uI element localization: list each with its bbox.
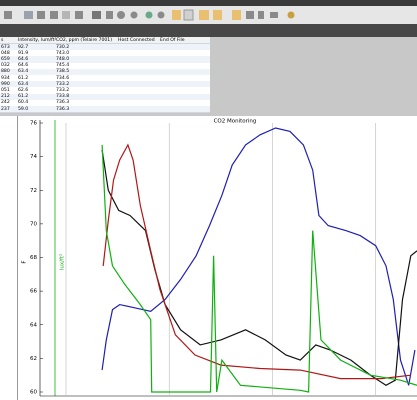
table-cell: 673: [1, 44, 10, 50]
side-panel: [0, 116, 18, 400]
y-tick-label: 62: [30, 356, 37, 362]
table-cell: 743.0: [56, 50, 70, 56]
table-cell: 64.6: [18, 63, 29, 69]
table-cell: 659: [1, 56, 10, 62]
toolbar: [0, 6, 417, 25]
icon[interactable]: [145, 11, 153, 19]
icon[interactable]: [213, 10, 222, 20]
table-cell: 748.0: [56, 56, 70, 62]
table-cell: 730.2: [56, 44, 70, 50]
data-line: [102, 143, 411, 380]
table-cell: 61.2: [18, 75, 29, 81]
table-cell: 212: [1, 94, 10, 100]
table-cell: 63.4: [18, 81, 29, 87]
table-cell: 60.4: [18, 100, 29, 106]
chart-background: [18, 116, 417, 400]
table-cell: 62.6: [18, 87, 29, 93]
tab-strip: [0, 24, 417, 37]
y-tick-label: 74: [30, 154, 37, 160]
icon[interactable]: [199, 10, 209, 20]
icon[interactable]: [4, 11, 12, 19]
icon[interactable]: [37, 11, 45, 19]
table-cell: 733.8: [56, 94, 70, 100]
icon[interactable]: [183, 9, 194, 21]
table-cell: 051: [1, 87, 10, 93]
table-cell: 032: [1, 63, 10, 69]
icon[interactable]: [62, 11, 70, 19]
column-header: Intensity, lum/ft²: [18, 37, 57, 43]
icon[interactable]: [258, 11, 264, 19]
column-header: End Of File: [160, 37, 185, 43]
table-cell: 990: [1, 81, 10, 87]
table-cell: 880: [1, 69, 10, 75]
table-cell: 934: [1, 75, 10, 81]
table-cell: 736.3: [56, 100, 70, 106]
y-tick-label: 64: [30, 322, 37, 328]
chart-title: CO2 Monitoring: [214, 119, 257, 125]
table-cell: 237: [1, 106, 10, 112]
icon[interactable]: [246, 11, 254, 19]
table-cell: 91.9: [18, 50, 29, 56]
data-line: [101, 144, 417, 393]
icon[interactable]: [232, 10, 241, 20]
table-cell: 63.4: [18, 69, 29, 75]
y-tick-label: 72: [30, 188, 37, 194]
icon[interactable]: [24, 11, 33, 19]
icon[interactable]: [106, 11, 113, 19]
data-line: [101, 149, 417, 386]
table-cell: 733.2: [56, 81, 70, 87]
y-tick-label: 76: [30, 121, 37, 127]
y2-axis-label: lux/ft²: [59, 254, 66, 270]
column-header: s: [1, 37, 4, 43]
column-header: Host Connected: [118, 37, 155, 43]
icon[interactable]: [270, 12, 278, 18]
table-row: 237 59.0 736.3: [0, 106, 210, 114]
column-header: CO2, ppm (Telaire 7001): [56, 37, 113, 43]
data-line: [101, 127, 416, 386]
y-axis-label: F: [22, 260, 28, 263]
y-tick-label: 70: [30, 221, 37, 227]
table-cell: 048: [1, 50, 10, 56]
icon[interactable]: [157, 11, 165, 19]
icon[interactable]: [130, 11, 138, 19]
chart: CO2 Monitoring F lux/ft² 60 62 64 66 68 70 72 7…: [18, 116, 417, 400]
table-cell: 733.2: [56, 87, 70, 93]
icon[interactable]: [172, 10, 181, 20]
table-cell: 738.5: [56, 69, 70, 75]
icon[interactable]: [75, 11, 83, 19]
title-bar: [0, 0, 417, 6]
icon[interactable]: [50, 11, 58, 19]
table-cell: 92.7: [18, 44, 29, 50]
table-cell: 734.6: [56, 75, 70, 81]
table-cell: 64.6: [18, 56, 29, 62]
table-cell: 61.2: [18, 94, 29, 100]
data-table: s Intensity, lum/ft² CO2, ppm (Telaire 700…: [0, 37, 210, 114]
y-tick-label: 68: [30, 255, 37, 261]
table-cell: 59.0: [18, 106, 29, 112]
table-cell: 745.4: [56, 63, 70, 69]
icon[interactable]: [92, 11, 101, 19]
y-tick-label: 66: [30, 289, 37, 295]
y-tick-label: 60: [30, 390, 37, 396]
icon[interactable]: [117, 11, 125, 19]
toolbar-icons: [4, 9, 295, 21]
icon[interactable]: [287, 11, 295, 19]
table-header: s Intensity, lum/ft² CO2, ppm (Telaire 700…: [0, 37, 210, 45]
table-cell: 736.3: [56, 106, 70, 112]
table-cell: 242: [1, 100, 10, 106]
